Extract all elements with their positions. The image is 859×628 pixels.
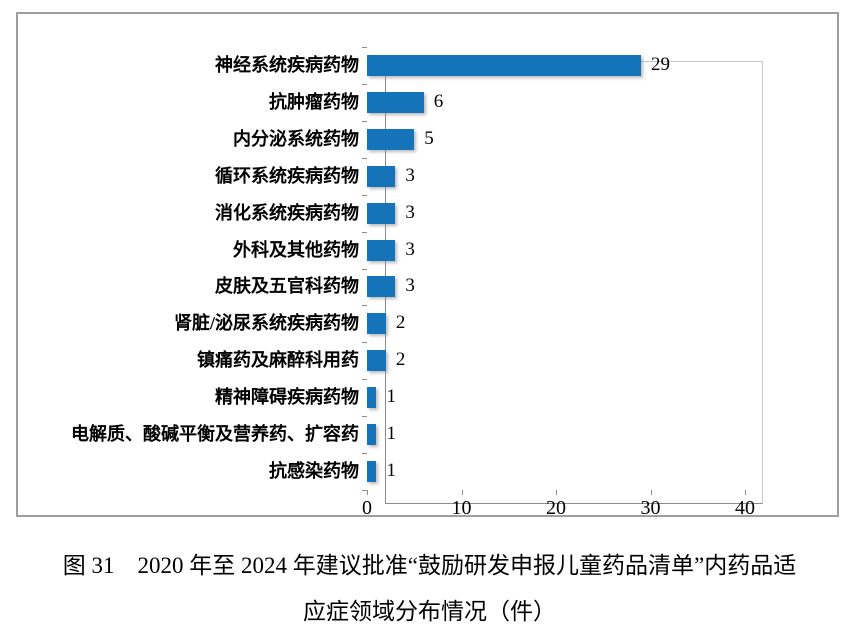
value-label: 29 [651, 53, 671, 75]
bar [367, 239, 396, 261]
bar [367, 202, 396, 224]
category-label: 外科及其他药物 [233, 239, 359, 260]
category-label: 循环系统疾病药物 [215, 165, 359, 186]
value-label: 3 [405, 201, 415, 223]
bar [367, 424, 377, 446]
bar [367, 350, 386, 372]
bar [367, 128, 415, 150]
y-axis-tick [362, 453, 367, 455]
x-tick-label: 10 [451, 497, 472, 519]
caption-line-1: 图 31 2020 年至 2024 年建议批准“鼓励研发申报儿童药品清单”内药品… [62, 553, 797, 578]
y-axis-tick [362, 379, 367, 381]
x-tick-label: 30 [640, 497, 661, 519]
x-axis-tick [461, 490, 463, 495]
value-label: 6 [433, 90, 444, 112]
figure-frame [16, 12, 839, 517]
y-axis-tick [362, 305, 367, 307]
bar [367, 54, 642, 76]
bar [367, 387, 377, 409]
category-label: 抗肿瘤药物 [269, 91, 359, 112]
y-axis-tick [362, 120, 367, 122]
value-label: 2 [395, 312, 406, 334]
category-label: 肾脏/泌尿系统疾病药物 [174, 313, 359, 334]
y-axis-tick [362, 342, 367, 344]
category-label: 神经系统疾病药物 [215, 54, 359, 75]
value-label: 3 [405, 238, 415, 260]
y-axis-tick [362, 268, 367, 270]
x-tick-label: 20 [546, 497, 566, 519]
y-axis-tick [362, 490, 367, 491]
y-axis-tick [362, 47, 367, 48]
y-axis-tick [362, 231, 367, 233]
y-axis-tick [362, 157, 367, 159]
category-label: 皮肤及五官科药物 [215, 276, 359, 297]
value-label: 5 [424, 127, 434, 149]
value-label: 1 [386, 423, 396, 445]
plot-area [385, 61, 763, 504]
x-axis-tick [367, 490, 368, 495]
x-tick-label: 0 [362, 497, 372, 519]
category-label: 抗感染药物 [269, 461, 359, 482]
bar [367, 313, 386, 335]
value-label: 3 [405, 275, 415, 297]
category-label: 内分泌系统药物 [233, 128, 359, 149]
bar [367, 165, 396, 187]
x-tick-label: 40 [735, 497, 755, 519]
value-label: 2 [395, 349, 406, 371]
category-label: 消化系统疾病药物 [215, 202, 359, 223]
bar [367, 91, 424, 113]
y-axis-tick [362, 83, 367, 85]
category-label: 电解质、酸碱平衡及营养药、扩容药 [71, 424, 359, 445]
bar [367, 276, 396, 298]
value-label: 3 [405, 164, 415, 186]
x-axis-tick [650, 490, 652, 495]
value-label: 1 [386, 386, 396, 408]
x-axis-tick [556, 490, 557, 495]
category-label: 精神障碍疾病药物 [215, 387, 359, 408]
caption-line-2: 应症领域分布情况（件） [303, 599, 556, 624]
value-label: 1 [386, 460, 396, 482]
category-label: 镇痛药及麻醉科用药 [197, 350, 359, 371]
y-axis-tick [362, 194, 367, 196]
bar [367, 461, 377, 483]
y-axis-tick [362, 416, 367, 418]
x-axis-tick [745, 490, 746, 495]
